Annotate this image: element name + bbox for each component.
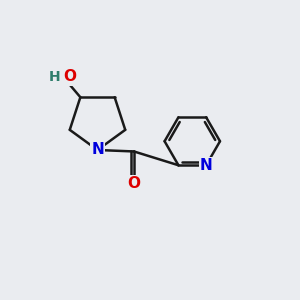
- Text: N: N: [200, 158, 212, 173]
- Text: O: O: [63, 69, 76, 84]
- Text: N: N: [91, 142, 104, 158]
- Text: O: O: [128, 176, 140, 191]
- Text: H: H: [48, 70, 60, 84]
